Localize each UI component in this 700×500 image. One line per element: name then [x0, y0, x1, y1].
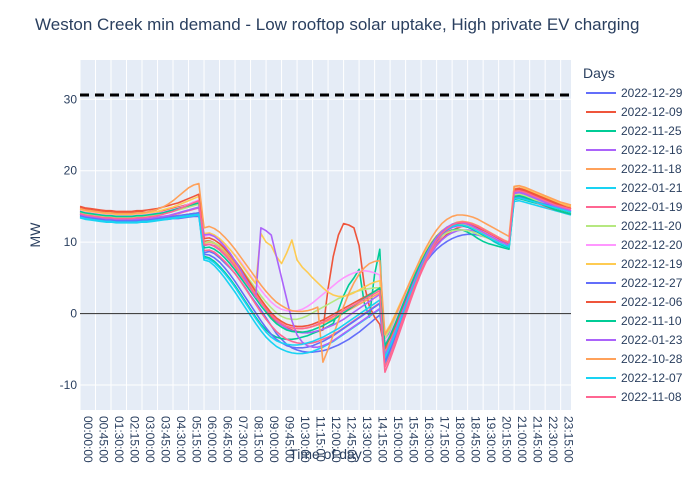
legend-label: 2022-12-19 — [621, 257, 683, 271]
legend-label: 2022-11-20 — [621, 219, 682, 233]
x-tick-label: 15:45:00 — [407, 416, 421, 463]
legend-label: 2022-01-21 — [621, 181, 683, 195]
y-tick-label: -10 — [60, 378, 78, 392]
x-tick-label: 13:30:00 — [360, 416, 374, 463]
x-tick-label: 04:30:00 — [174, 416, 188, 463]
x-tick-label: 09:00:00 — [267, 416, 281, 463]
legend-title: Days — [583, 65, 615, 81]
legend-label: 2022-12-29 — [621, 86, 683, 100]
x-tick-label: 03:45:00 — [159, 416, 173, 463]
legend-label: 2022-01-23 — [621, 333, 683, 347]
x-tick-label: 03:00:00 — [143, 416, 157, 463]
legend-label: 2022-12-16 — [621, 143, 683, 157]
x-tick-label: 01:30:00 — [112, 416, 126, 463]
chart-title: Weston Creek min demand - Low rooftop so… — [35, 15, 639, 34]
x-tick-label: 07:30:00 — [236, 416, 250, 463]
x-tick-label: 02:15:00 — [128, 416, 142, 463]
x-tick-label: 15:00:00 — [391, 416, 405, 463]
legend-label: 2022-10-28 — [621, 352, 683, 366]
legend-label: 2022-11-10 — [621, 314, 682, 328]
y-tick-label: 10 — [64, 235, 78, 249]
x-tick-label: 00:00:00 — [81, 416, 95, 463]
x-tick-label: 21:00:00 — [515, 416, 529, 463]
legend-label: 2022-01-19 — [621, 200, 683, 214]
x-tick-label: 08:15:00 — [252, 416, 266, 463]
x-axis-title: Time of day — [289, 446, 362, 462]
legend-label: 2022-11-25 — [621, 124, 682, 138]
x-tick-label: 22:30:00 — [546, 416, 560, 463]
legend-label: 2022-12-09 — [621, 105, 683, 119]
x-tick-label: 20:15:00 — [500, 416, 514, 463]
y-tick-label: 20 — [64, 164, 78, 178]
legend-label: 2022-11-08 — [621, 390, 682, 404]
x-tick-label: 23:15:00 — [562, 416, 576, 463]
y-tick-label: 30 — [64, 92, 78, 106]
x-tick-label: 16:30:00 — [422, 416, 436, 463]
x-tick-label: 00:45:00 — [97, 416, 111, 463]
legend-label: 2022-12-27 — [621, 276, 683, 290]
x-tick-label: 06:45:00 — [221, 416, 235, 463]
x-tick-label: 14:15:00 — [376, 416, 390, 463]
legend-label: 2022-12-06 — [621, 295, 683, 309]
x-tick-label: 18:45:00 — [469, 416, 483, 463]
x-tick-label: 06:00:00 — [205, 416, 219, 463]
x-tick-label: 05:15:00 — [190, 416, 204, 463]
legend-label: 2022-12-07 — [621, 371, 683, 385]
x-tick-label: 17:15:00 — [438, 416, 452, 463]
x-tick-label: 21:45:00 — [531, 416, 545, 463]
legend-label: 2022-11-18 — [621, 162, 682, 176]
y-tick-label: 0 — [70, 307, 77, 321]
legend-label: 2022-12-20 — [621, 238, 683, 252]
x-tick-label: 19:30:00 — [484, 416, 498, 463]
x-tick-label: 18:00:00 — [453, 416, 467, 463]
y-axis-title: MW — [27, 222, 43, 248]
